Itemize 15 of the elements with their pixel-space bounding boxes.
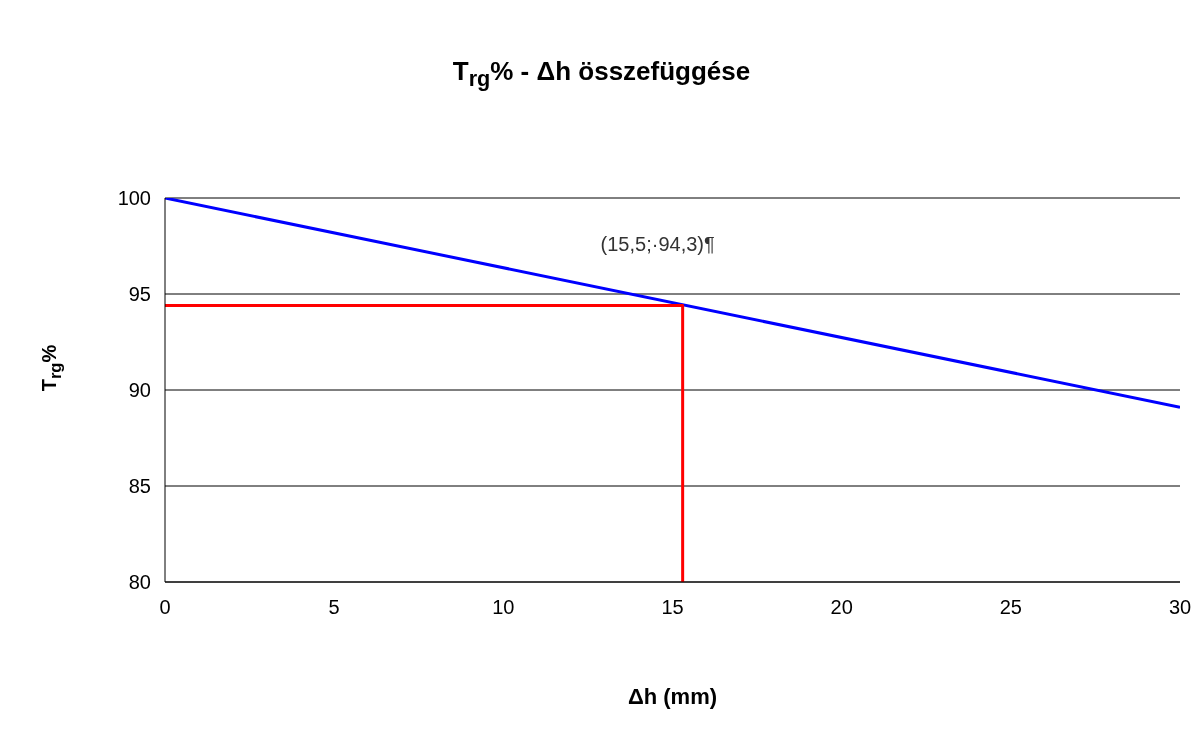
x-tick-label: 5 [328, 596, 340, 619]
x-tick-label: 15 [661, 596, 684, 619]
y-tick-label: 80 [128, 571, 151, 594]
x-tick-label: 30 [1168, 596, 1192, 619]
y-tick-label: 85 [128, 475, 151, 498]
y-tick-label: 100 [117, 187, 151, 210]
chart-title: T$_{rg}$% - Δh összefüggése [451, 56, 752, 93]
x-tick-label: 20 [830, 596, 853, 619]
x-axis-title: Δh (mm) [626, 684, 719, 710]
x-tick-label: 10 [492, 596, 515, 619]
y-tick-label: 95 [128, 283, 151, 306]
x-tick-label: 0 [159, 596, 171, 619]
y-tick-label: 90 [128, 379, 151, 402]
x-tick-label: 25 [999, 596, 1022, 619]
annotation: (15,5;·94,3)¶ [600, 232, 715, 255]
